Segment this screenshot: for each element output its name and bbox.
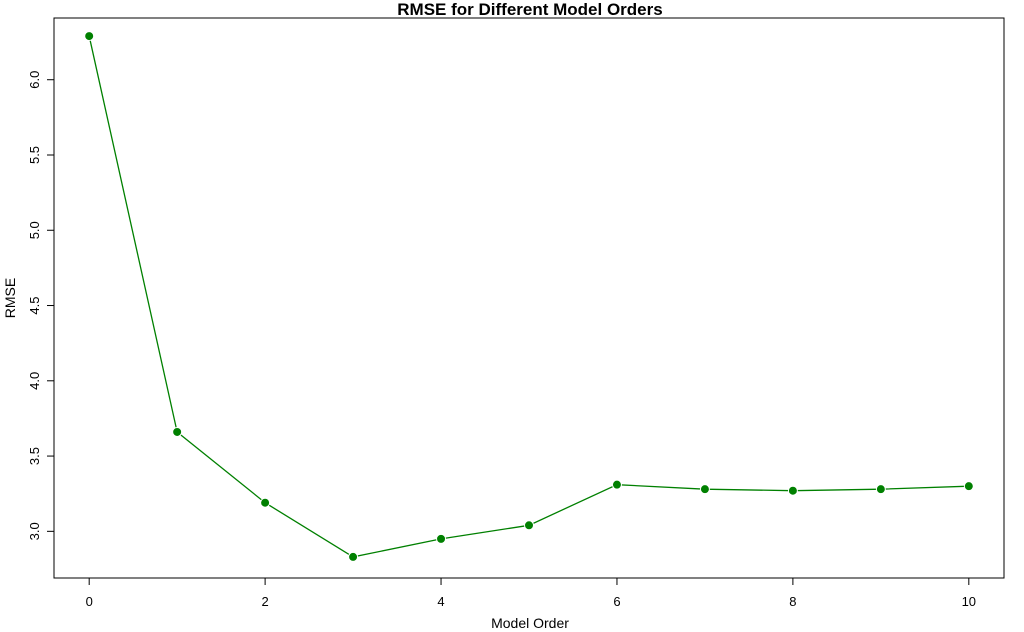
data-point <box>524 520 534 531</box>
data-point <box>260 497 271 508</box>
data-point <box>875 484 886 495</box>
y-axis-label: RMSE <box>2 278 18 318</box>
x-tick-label: 10 <box>962 594 976 609</box>
x-tick-label: 6 <box>613 594 620 609</box>
y-tick-label: 3.5 <box>27 447 42 465</box>
y-tick-label: 6.0 <box>27 71 42 89</box>
y-tick-label: 3.0 <box>27 522 42 540</box>
x-tick-label: 8 <box>789 594 796 609</box>
y-tick-label: 4.0 <box>27 372 42 390</box>
x-axis: 0 2 4 6 8 10 <box>86 577 976 609</box>
data-point <box>172 426 183 437</box>
x-tick-label: 0 <box>86 594 93 609</box>
data-point <box>699 484 710 495</box>
series-layer <box>84 31 974 562</box>
y-tick-label: 5.0 <box>27 221 42 239</box>
data-point <box>348 551 359 562</box>
series-line <box>88 35 969 558</box>
plot-frame <box>53 17 1005 579</box>
data-point <box>611 479 622 490</box>
x-axis-label: Model Order <box>491 615 569 631</box>
data-point <box>436 533 447 544</box>
data-point <box>963 481 974 492</box>
x-tick-label: 4 <box>437 594 444 609</box>
chart-title: RMSE for Different Model Orders <box>397 0 662 19</box>
data-point <box>787 485 798 496</box>
data-point <box>84 31 95 42</box>
y-axis: 3.0 3.5 4.0 4.5 5.0 5.5 6.0 <box>27 71 55 540</box>
y-tick-label: 4.5 <box>27 296 42 314</box>
y-tick-label: 5.5 <box>27 146 42 164</box>
x-tick-label: 2 <box>261 594 268 609</box>
